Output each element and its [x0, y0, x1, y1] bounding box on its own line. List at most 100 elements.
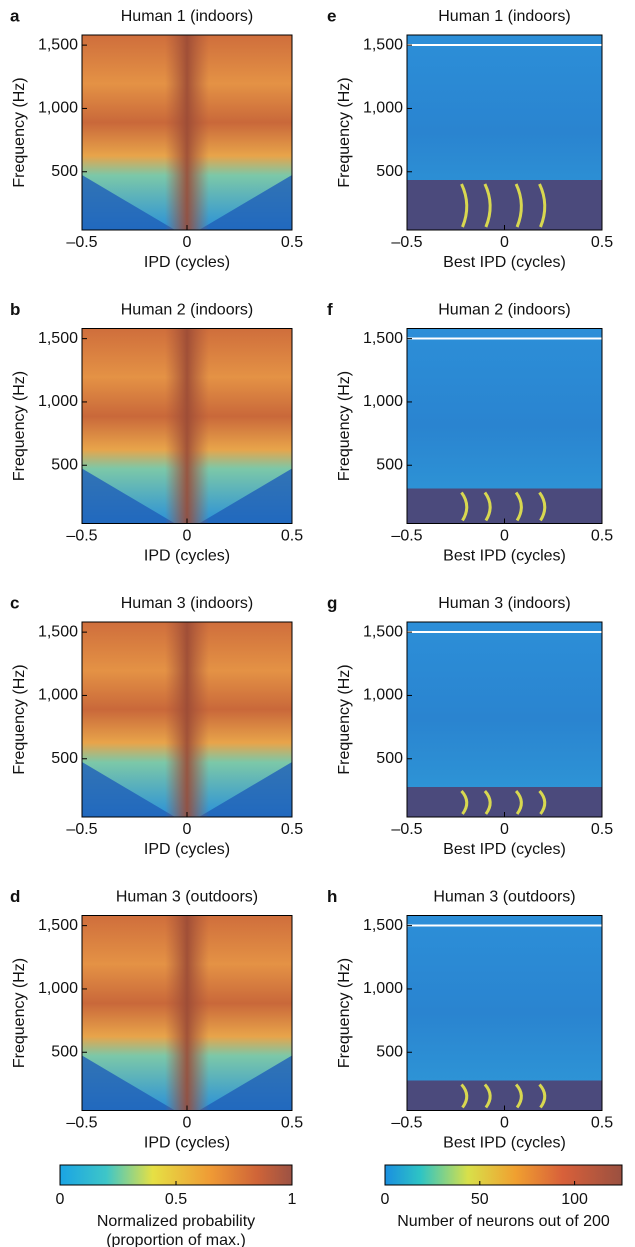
panel-letter: a: [10, 6, 20, 25]
x-axis-label: Best IPD (cycles): [443, 841, 566, 858]
x-tick-label: 0.5: [281, 528, 303, 545]
y-tick-label: 1,500: [363, 623, 403, 640]
y-tick-label: 1,500: [363, 330, 403, 347]
y-axis-label: Frequency (Hz): [336, 371, 353, 481]
y-tick-label: 1,500: [38, 330, 78, 347]
heatmap-texture: [483, 789, 492, 815]
heatmap-texture: [165, 35, 209, 230]
panel-letter: h: [327, 887, 337, 906]
panel: [406, 915, 603, 1111]
panel-letter: e: [327, 6, 336, 25]
panel-title: Human 2 (indoors): [121, 302, 254, 319]
x-tick-label: –0.5: [391, 821, 422, 838]
heatmap-texture: [460, 491, 469, 522]
y-tick-label: 500: [51, 163, 78, 180]
x-tick-label: 0.5: [591, 528, 613, 545]
x-axis-label: IPD (cycles): [144, 841, 230, 858]
y-tick-label: 1,500: [38, 623, 78, 640]
heatmap-texture: [82, 762, 292, 817]
heatmap-texture: [82, 175, 292, 230]
x-axis-label: Best IPD (cycles): [443, 548, 566, 565]
panel-title: Human 2 (indoors): [438, 302, 571, 319]
x-tick-label: –0.5: [66, 1115, 97, 1132]
heatmap-texture: [483, 491, 492, 522]
y-axis-label: Frequency (Hz): [11, 958, 28, 1068]
x-tick-label: 0.5: [281, 821, 303, 838]
panel-title: Human 3 (outdoors): [433, 889, 575, 906]
x-axis-label: IPD (cycles): [144, 548, 230, 565]
panel-letter: b: [10, 300, 20, 319]
heatmap-texture: [483, 1083, 492, 1109]
x-tick-label: 0: [500, 1115, 509, 1132]
y-tick-label: 1,000: [38, 687, 78, 704]
heatmap-texture: [538, 183, 547, 228]
y-tick-label: 500: [51, 456, 78, 473]
heatmap-texture: [407, 622, 602, 817]
heatmap-texture: [165, 622, 209, 817]
x-axis-label: Best IPD (cycles): [443, 254, 566, 271]
y-tick-label: 1,000: [38, 393, 78, 410]
y-axis-label: Frequency (Hz): [11, 77, 28, 187]
panel-letter: g: [327, 593, 337, 612]
heatmap-texture: [460, 183, 469, 228]
heatmap-texture: [82, 468, 292, 524]
y-axis-label: Frequency (Hz): [336, 77, 353, 187]
panel-title: Human 3 (indoors): [438, 595, 571, 612]
heatmap-texture: [538, 491, 547, 522]
y-tick-label: 500: [376, 1043, 403, 1060]
x-tick-label: 0.5: [281, 234, 303, 251]
x-tick-label: 0.5: [281, 1115, 303, 1132]
heatmap-texture: [514, 1083, 523, 1109]
y-tick-label: 500: [376, 750, 403, 767]
heatmap-texture: [407, 488, 602, 524]
panel: [81, 34, 293, 231]
y-axis-label: Frequency (Hz): [336, 958, 353, 1068]
colorbar: [384, 1164, 623, 1186]
panel-title: Human 3 (outdoors): [116, 889, 258, 906]
heatmap-texture: [82, 1055, 292, 1111]
heatmap-texture: [514, 183, 523, 228]
x-tick-label: 0: [500, 821, 509, 838]
y-tick-label: 500: [51, 1043, 78, 1060]
x-tick-label: 0: [183, 234, 192, 251]
y-axis-label: Frequency (Hz): [336, 664, 353, 774]
y-tick-label: 500: [376, 456, 403, 473]
panel-letter: d: [10, 887, 20, 906]
x-tick-label: –0.5: [66, 234, 97, 251]
y-tick-label: 1,500: [363, 917, 403, 934]
colorbar-tick-label: 1: [288, 1191, 297, 1208]
panel-title: Human 1 (indoors): [121, 8, 254, 25]
y-tick-label: 1,000: [363, 100, 403, 117]
x-tick-label: 0.5: [591, 1115, 613, 1132]
heatmap-texture: [538, 789, 547, 815]
panel-title: Human 1 (indoors): [438, 8, 571, 25]
panel-letter: c: [10, 593, 19, 612]
heatmap-texture: [165, 328, 209, 524]
y-axis-label: Frequency (Hz): [11, 664, 28, 774]
x-tick-label: 0: [500, 234, 509, 251]
x-tick-label: –0.5: [391, 1115, 422, 1132]
x-tick-label: –0.5: [66, 528, 97, 545]
colorbar-label: (proportion of max.): [106, 1232, 246, 1247]
x-tick-label: 0: [183, 528, 192, 545]
heatmap-texture: [460, 789, 469, 815]
panel: [406, 621, 603, 818]
panel: [406, 34, 603, 231]
colorbar-tick-label: 100: [561, 1191, 588, 1208]
heatmap-texture: [483, 183, 492, 228]
heatmap-texture: [514, 789, 523, 815]
heatmap-texture: [514, 491, 523, 522]
y-tick-label: 500: [376, 163, 403, 180]
x-tick-label: 0: [500, 528, 509, 545]
x-tick-label: 0.5: [591, 234, 613, 251]
colorbar-tick-label: 0.5: [165, 1191, 187, 1208]
heatmap-texture: [165, 915, 209, 1111]
y-tick-label: 1,000: [363, 393, 403, 410]
heatmap-texture: [460, 1083, 469, 1109]
x-axis-label: IPD (cycles): [144, 1135, 230, 1152]
panel: [81, 328, 293, 524]
panel: [81, 621, 293, 818]
heatmap-texture: [407, 180, 602, 230]
